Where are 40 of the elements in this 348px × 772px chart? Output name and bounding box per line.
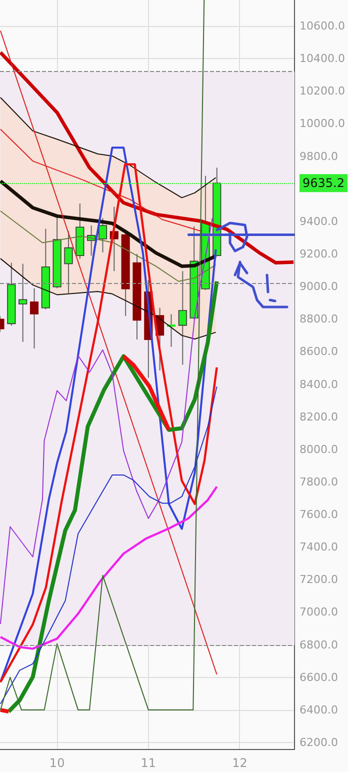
x-tick-label: 12	[232, 756, 248, 770]
y-tick-label: 8200.0	[300, 410, 338, 424]
y-tick-label: 10600.0	[300, 20, 346, 33]
line-series	[0, 210, 216, 282]
line-series	[0, 486, 218, 650]
y-tick-label: 10400.0	[300, 52, 346, 66]
candlestick	[98, 218, 108, 253]
ref-line-label: 9635.2	[302, 176, 345, 190]
y-tick-label: 10000.0	[300, 117, 346, 130]
line-series	[0, 218, 213, 624]
y-tick-label: 7400.0	[300, 540, 338, 554]
line-series	[0, 50, 296, 265]
y-tick-label: 9400.0	[300, 214, 338, 228]
candlestick	[64, 230, 73, 294]
y-tick-label: 9000.0	[300, 280, 338, 294]
candlestick	[178, 270, 187, 366]
y-tick-label: 7800.0	[300, 475, 338, 488]
candlestick	[18, 263, 28, 342]
x-tick-label: 10	[49, 756, 65, 770]
y-tick-label: 6600.0	[300, 670, 338, 684]
y-tick-label: 8800.0	[300, 312, 338, 326]
line-series	[6, 279, 219, 714]
line-series	[0, 386, 218, 704]
line-series	[0, 179, 218, 268]
y-tick-label: 8600.0	[300, 345, 338, 358]
y-tick-label: 9800.0	[300, 150, 338, 163]
y-tick-label: 8400.0	[300, 378, 338, 391]
y-tick-label: 6200.0	[300, 736, 338, 749]
y-tick-label: 10200.0	[300, 84, 346, 98]
line-series	[0, 258, 216, 340]
y-tick-label: 6400.0	[300, 703, 338, 716]
line-series	[0, 97, 216, 198]
y-tick-label: 7200.0	[300, 573, 338, 586]
y-tick-label: 9200.0	[300, 248, 338, 261]
x-tick-label: 11	[140, 756, 156, 770]
y-tick-label: 7000.0	[300, 606, 338, 619]
y-tick-label: 7600.0	[300, 508, 338, 522]
candlestick	[30, 288, 39, 349]
y-tick-label: 8000.0	[300, 442, 338, 456]
y-tick-label: 6800.0	[300, 638, 338, 652]
